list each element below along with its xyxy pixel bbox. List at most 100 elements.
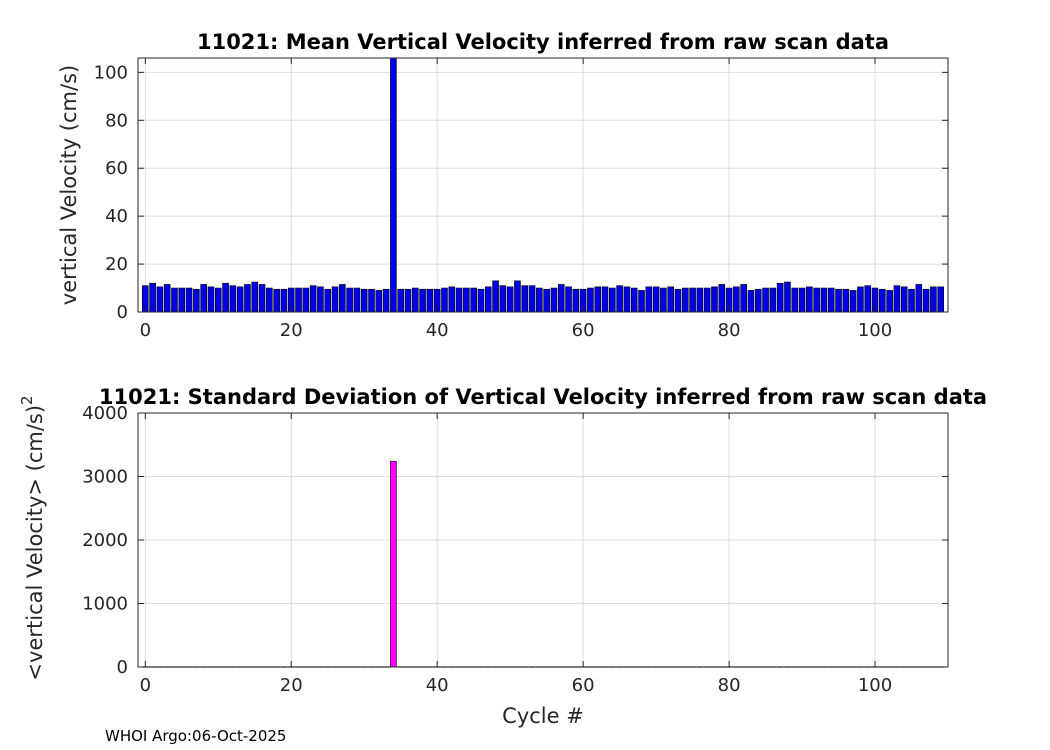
bar <box>827 287 835 313</box>
x-tick-label: 100 <box>858 320 892 341</box>
y-tick-label: 1000 <box>82 594 128 615</box>
bar <box>382 288 390 313</box>
bar <box>565 286 572 313</box>
bar <box>718 284 726 313</box>
bar <box>645 286 653 313</box>
bar <box>251 281 259 313</box>
bar <box>791 287 799 313</box>
bar <box>900 286 908 313</box>
bar <box>477 288 485 313</box>
mean-velocity-panel: 0 20 40 60 80 100 0 20 40 60 80 100 11021: Mean Ver… <box>57 30 949 341</box>
bar <box>762 287 769 313</box>
bar <box>455 287 463 313</box>
bar <box>339 284 346 313</box>
bar <box>185 287 193 313</box>
bar <box>769 287 777 313</box>
bar <box>244 284 251 313</box>
bar <box>922 288 930 313</box>
chart-title: 11021: Mean Vertical Velocity inferred f… <box>197 30 889 54</box>
bar <box>667 286 674 313</box>
bar <box>937 286 944 313</box>
bar <box>908 288 915 313</box>
bar <box>193 288 200 313</box>
bar <box>426 288 434 313</box>
bar <box>652 286 660 313</box>
bar <box>404 288 412 313</box>
bar <box>857 286 864 313</box>
y-tick-label: 80 <box>105 110 128 131</box>
bar <box>842 288 850 313</box>
y-axis-label: vertical Velocity (cm/s) <box>57 65 81 305</box>
bar <box>915 284 923 313</box>
x-tick-label: 80 <box>718 320 741 341</box>
bar <box>623 286 631 313</box>
bar <box>499 285 507 313</box>
bar <box>601 286 609 313</box>
bar <box>353 287 361 313</box>
bar <box>711 286 718 313</box>
x-tick-label: 20 <box>280 675 303 696</box>
bar <box>419 288 426 313</box>
bar <box>178 287 186 313</box>
bar <box>930 286 937 313</box>
x-tick-label: 0 <box>140 320 151 341</box>
bar <box>207 286 215 313</box>
bar <box>375 290 383 313</box>
x-axis-label: Cycle # <box>502 704 584 728</box>
bar <box>528 285 536 313</box>
bar <box>506 286 514 313</box>
bar <box>798 287 806 313</box>
bar <box>682 287 689 313</box>
y-axis-label-superscript: 2 <box>18 395 36 405</box>
x-tick-label: 80 <box>718 675 741 696</box>
bar <box>594 286 602 313</box>
bar <box>893 285 901 313</box>
x-tick-label: 60 <box>572 675 595 696</box>
bar <box>616 285 623 313</box>
bar <box>229 285 237 313</box>
bar <box>397 288 404 313</box>
x-tick-label: 40 <box>426 320 449 341</box>
bar-series <box>142 57 944 313</box>
bar <box>550 287 558 313</box>
bar <box>163 284 171 313</box>
bar <box>390 460 397 668</box>
bar <box>754 288 762 313</box>
x-tick-label: 40 <box>426 675 449 696</box>
x-tick-label: 20 <box>280 320 303 341</box>
bar <box>266 287 273 313</box>
bar <box>849 290 857 313</box>
chart-title: 11021: Standard Deviation of Vertical Ve… <box>99 385 987 409</box>
y-axis-label-text: <vertical Velocity> (cm/s) <box>23 405 47 681</box>
bar <box>295 287 302 313</box>
y-tick-label: 40 <box>105 206 128 227</box>
y-axis-label: <vertical Velocity> (cm/s)2 <box>18 395 47 680</box>
bar <box>302 287 310 313</box>
footer-credit: WHOI Argo:06-Oct-2025 <box>105 727 286 745</box>
bar <box>521 285 529 313</box>
bar <box>587 287 594 313</box>
bar <box>660 287 667 313</box>
bar <box>463 287 470 313</box>
bar <box>638 290 645 313</box>
axis-ticks: 0 20 40 60 80 100 0 20 40 60 80 100 <box>94 58 948 341</box>
bar <box>346 287 353 313</box>
bar <box>156 286 164 313</box>
bar <box>258 284 266 313</box>
y-tick-label: 0 <box>117 657 128 678</box>
y-tick-label: 2000 <box>82 530 128 551</box>
bar <box>317 286 324 313</box>
bar <box>412 287 419 313</box>
bar <box>696 287 704 313</box>
bar <box>331 286 339 313</box>
y-tick-label: 20 <box>105 254 128 275</box>
bar <box>484 286 492 313</box>
bar <box>536 287 543 313</box>
bar <box>879 288 886 313</box>
bar <box>733 286 740 313</box>
bar <box>200 284 207 313</box>
bar <box>273 288 280 313</box>
bar <box>820 287 828 313</box>
bar <box>324 288 332 313</box>
